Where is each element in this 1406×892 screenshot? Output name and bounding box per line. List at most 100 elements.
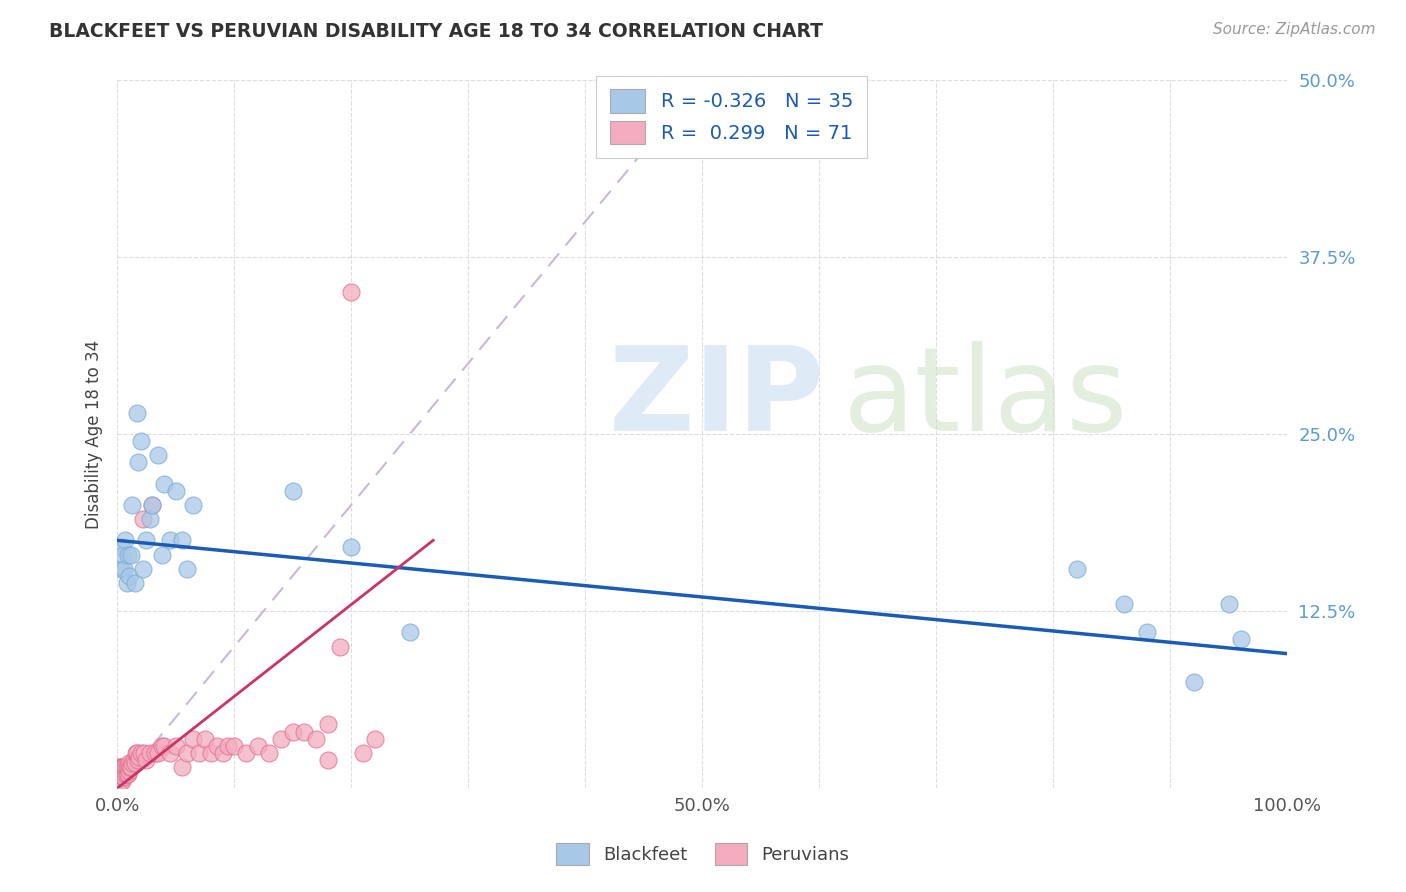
Point bbox=[153, 476, 176, 491]
Point bbox=[107, 767, 129, 781]
Point bbox=[120, 760, 142, 774]
Point bbox=[340, 541, 363, 555]
Point bbox=[159, 746, 181, 760]
Point bbox=[1218, 597, 1240, 611]
Point bbox=[124, 575, 146, 590]
Point bbox=[115, 767, 138, 781]
Point bbox=[146, 448, 169, 462]
Point bbox=[115, 575, 138, 590]
Point bbox=[1066, 562, 1088, 576]
Point bbox=[176, 562, 198, 576]
Point bbox=[165, 739, 187, 753]
Point bbox=[316, 717, 339, 731]
Point bbox=[108, 767, 131, 781]
Point bbox=[112, 770, 135, 784]
Point bbox=[108, 767, 131, 781]
Point bbox=[1136, 625, 1159, 640]
Point bbox=[114, 533, 136, 548]
Point bbox=[112, 764, 135, 779]
Point bbox=[211, 746, 233, 760]
Point bbox=[108, 774, 131, 789]
Point bbox=[205, 739, 228, 753]
Point bbox=[294, 724, 316, 739]
Text: BLACKFEET VS PERUVIAN DISABILITY AGE 18 TO 34 CORRELATION CHART: BLACKFEET VS PERUVIAN DISABILITY AGE 18 … bbox=[49, 22, 823, 41]
Point bbox=[141, 498, 163, 512]
Point bbox=[281, 483, 304, 498]
Point bbox=[398, 625, 420, 640]
Text: Source: ZipAtlas.com: Source: ZipAtlas.com bbox=[1212, 22, 1375, 37]
Point bbox=[112, 562, 135, 576]
Point bbox=[150, 739, 173, 753]
Point bbox=[305, 731, 328, 746]
Point bbox=[270, 731, 292, 746]
Point bbox=[125, 746, 148, 760]
Point bbox=[224, 739, 246, 753]
Point bbox=[352, 746, 374, 760]
Point bbox=[110, 562, 132, 576]
Point bbox=[1229, 632, 1251, 647]
Point bbox=[181, 731, 204, 746]
Point bbox=[118, 764, 141, 779]
Point bbox=[170, 533, 193, 548]
Point bbox=[110, 764, 132, 779]
Point bbox=[1182, 675, 1205, 690]
Point bbox=[114, 767, 136, 781]
Text: ZIP: ZIP bbox=[609, 342, 825, 456]
Point bbox=[194, 731, 217, 746]
Point bbox=[112, 767, 135, 781]
Point bbox=[110, 770, 132, 784]
Point bbox=[159, 533, 181, 548]
Point bbox=[128, 750, 150, 764]
Point bbox=[132, 562, 155, 576]
Point bbox=[112, 548, 135, 562]
Point bbox=[141, 498, 163, 512]
Point bbox=[328, 640, 350, 654]
Point bbox=[1112, 597, 1135, 611]
Point bbox=[122, 753, 145, 767]
Point bbox=[153, 739, 176, 753]
Point bbox=[118, 568, 141, 582]
Point bbox=[117, 760, 139, 774]
Point bbox=[111, 541, 134, 555]
Point bbox=[135, 533, 157, 548]
Point bbox=[135, 753, 157, 767]
Point bbox=[108, 760, 131, 774]
Point bbox=[121, 498, 143, 512]
Point bbox=[170, 760, 193, 774]
Point bbox=[121, 756, 143, 770]
Point bbox=[111, 760, 134, 774]
Point bbox=[316, 753, 339, 767]
Point bbox=[150, 548, 173, 562]
Point bbox=[217, 739, 239, 753]
Point bbox=[115, 760, 138, 774]
Point bbox=[117, 548, 139, 562]
Point bbox=[132, 512, 155, 526]
Point bbox=[112, 760, 135, 774]
Point bbox=[129, 746, 152, 760]
Point bbox=[176, 746, 198, 760]
Point bbox=[165, 483, 187, 498]
Point bbox=[363, 731, 385, 746]
Point bbox=[111, 767, 134, 781]
Point bbox=[120, 548, 142, 562]
Point bbox=[125, 406, 148, 420]
Point bbox=[129, 434, 152, 449]
Point bbox=[143, 746, 166, 760]
Point bbox=[112, 770, 135, 784]
Point bbox=[117, 767, 139, 781]
Point bbox=[235, 746, 257, 760]
Point bbox=[139, 746, 162, 760]
Point bbox=[200, 746, 222, 760]
Point bbox=[188, 746, 211, 760]
Text: atlas: atlas bbox=[842, 342, 1128, 456]
Point bbox=[120, 760, 142, 774]
Point bbox=[246, 739, 269, 753]
Point bbox=[107, 774, 129, 789]
Legend: R = -0.326   N = 35, R =  0.299   N = 71: R = -0.326 N = 35, R = 0.299 N = 71 bbox=[596, 76, 866, 158]
Point bbox=[127, 455, 149, 469]
Point bbox=[340, 285, 363, 300]
Point bbox=[132, 746, 155, 760]
Y-axis label: Disability Age 18 to 34: Disability Age 18 to 34 bbox=[86, 340, 103, 529]
Point bbox=[111, 774, 134, 789]
Point bbox=[110, 774, 132, 789]
